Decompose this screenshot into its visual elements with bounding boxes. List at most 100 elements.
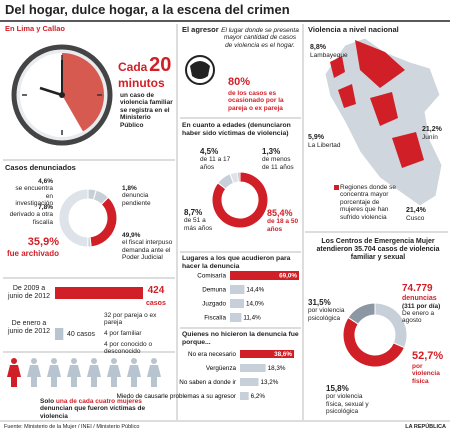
label: 8,7% de 51 a más años — [184, 208, 214, 232]
value-label: 4,5% — [200, 147, 219, 156]
text: de 18 a 50 años — [267, 218, 299, 233]
legend: Regiones donde se concentra mayor porcen… — [340, 184, 397, 221]
heading: Quienes no hicieron la denuncia fue porq… — [182, 331, 299, 346]
value-label: 69,0% — [279, 273, 297, 280]
donut-segment — [58, 188, 89, 248]
heading: En cuanto a edades (denunciaron haber si… — [182, 122, 291, 137]
bar — [240, 364, 266, 372]
text: de menos de 11 años — [262, 156, 294, 171]
text: casos de violencia familiar y sexual — [350, 246, 440, 262]
region: 21,2% Junín — [422, 126, 442, 142]
text: Junín — [422, 134, 438, 142]
value-label: 15,8% — [326, 384, 349, 393]
highlight: una de cada cuatro mujeres — [55, 398, 142, 405]
period: De enero a agosto — [402, 310, 435, 325]
map — [324, 37, 443, 207]
value-label: 7,8% — [38, 204, 53, 211]
text: Los Centros de Emergencia Mujer atendier… — [310, 238, 446, 262]
row-label: Fiscalía — [204, 315, 226, 322]
number: 35.704 — [354, 246, 376, 254]
donut-segment — [342, 316, 406, 368]
bar — [230, 313, 242, 322]
heading: El agresor — [182, 25, 219, 34]
value-label: 13,2% — [260, 379, 278, 386]
value-label: 1,3% — [262, 147, 281, 156]
text: Solo una de cada cuatro mujeres denuncia… — [40, 398, 160, 420]
text: por violencia psicológica — [308, 307, 345, 322]
brand: LA REPÚBLICA — [405, 424, 446, 430]
row-label: No era necesario — [188, 351, 236, 358]
text: por violencia física, sexual y psicológi… — [326, 393, 369, 416]
bar — [240, 392, 249, 400]
donut-segment — [211, 171, 269, 229]
value-label: 40 casos — [67, 331, 95, 339]
value-label: 14,0% — [246, 301, 264, 308]
label: De 2009 a junio de 2012 — [7, 285, 51, 301]
unit: denuncias — [402, 294, 437, 302]
donut-segment — [89, 196, 118, 248]
value-label: 5,9% — [308, 134, 324, 141]
value-label: 1,8% — [122, 185, 137, 192]
value-label: 21,2% — [422, 126, 442, 133]
region: 8,8% Lambayeque — [310, 44, 348, 60]
bar — [230, 299, 244, 308]
label: 52,7% por violencia física — [412, 350, 448, 385]
label: 4,6% se encuentra en investigación — [8, 178, 53, 208]
breakdown: 32 por pareja o ex pareja — [104, 312, 157, 327]
row-label: Vergüenza — [206, 365, 237, 372]
value-label: 6,2% — [251, 393, 266, 400]
clock — [11, 44, 113, 146]
text: Lambayeque — [310, 52, 348, 60]
value-label: 31,5% — [308, 298, 331, 307]
label: 1,8% denuncia pendiente — [122, 185, 172, 207]
unit: casos — [76, 331, 96, 338]
row-label: No saben a donde ir — [179, 379, 236, 386]
label: De enero a junio de 2012 — [7, 320, 51, 336]
text: Cusco — [406, 215, 425, 223]
value-label: 85,4% — [267, 208, 293, 218]
label: 31,5% por violencia psicológica — [308, 298, 346, 322]
text: Los Centros de Emergencia Mujer atendier… — [316, 238, 435, 254]
aggressor-icon — [185, 55, 215, 85]
unit: casos — [146, 299, 166, 307]
row-label: Juzgado — [202, 301, 226, 308]
bar — [230, 285, 245, 294]
label: 7,8% derivado a otra fiscalía — [8, 204, 53, 226]
label: 1,3% de menos de 11 años — [262, 147, 298, 171]
bar — [240, 350, 295, 358]
label: 15,8% por violencia física, sexual y psic… — [326, 384, 378, 416]
number: 424 — [147, 285, 165, 296]
heading: Violencia a nivel nacional — [308, 25, 399, 34]
label: 4,5% de 11 a 17 años — [200, 147, 232, 171]
frequency: Cada 20 minutos — [118, 54, 178, 91]
number: 20 — [149, 54, 172, 76]
text: (311 por día) — [402, 302, 441, 310]
text: por violencia física — [412, 362, 440, 385]
text: de los casos es ocasionado por la pareja… — [228, 90, 284, 112]
text: de 11 a 17 años — [200, 156, 231, 171]
text: el fiscal interpuso demanda ante el Pode… — [122, 239, 173, 262]
row-label: Comisaría — [197, 273, 226, 280]
value-label: 8,7% — [184, 208, 203, 217]
total: 74.779 denuncias (311 por día) — [402, 283, 448, 310]
text: de 51 a más años — [184, 217, 213, 232]
number: 40 — [67, 331, 75, 338]
text: La Libertad — [308, 142, 341, 150]
text: fue archivado — [6, 248, 59, 258]
row-label: Demuna — [202, 287, 226, 294]
value-label: 14,4% — [246, 287, 264, 294]
breakdown: 4 por conocido o desconocido — [104, 341, 153, 356]
value-label: 18,3% — [268, 365, 286, 372]
text: Cada — [118, 60, 148, 74]
heading: En Lima y Callao — [5, 24, 66, 33]
text: Solo — [40, 398, 55, 405]
bar — [55, 328, 64, 340]
region: 21,4% Cusco — [406, 207, 426, 223]
row-label: Miedo de causarle problemas a su agresor — [117, 393, 236, 400]
text: un caso de violencia familiar se registr… — [120, 92, 173, 129]
donut-segment — [347, 302, 376, 325]
label: 35,9% fue archivado — [4, 236, 59, 258]
source: Fuente: Ministerio de la Mujer / INEI / … — [4, 424, 140, 430]
